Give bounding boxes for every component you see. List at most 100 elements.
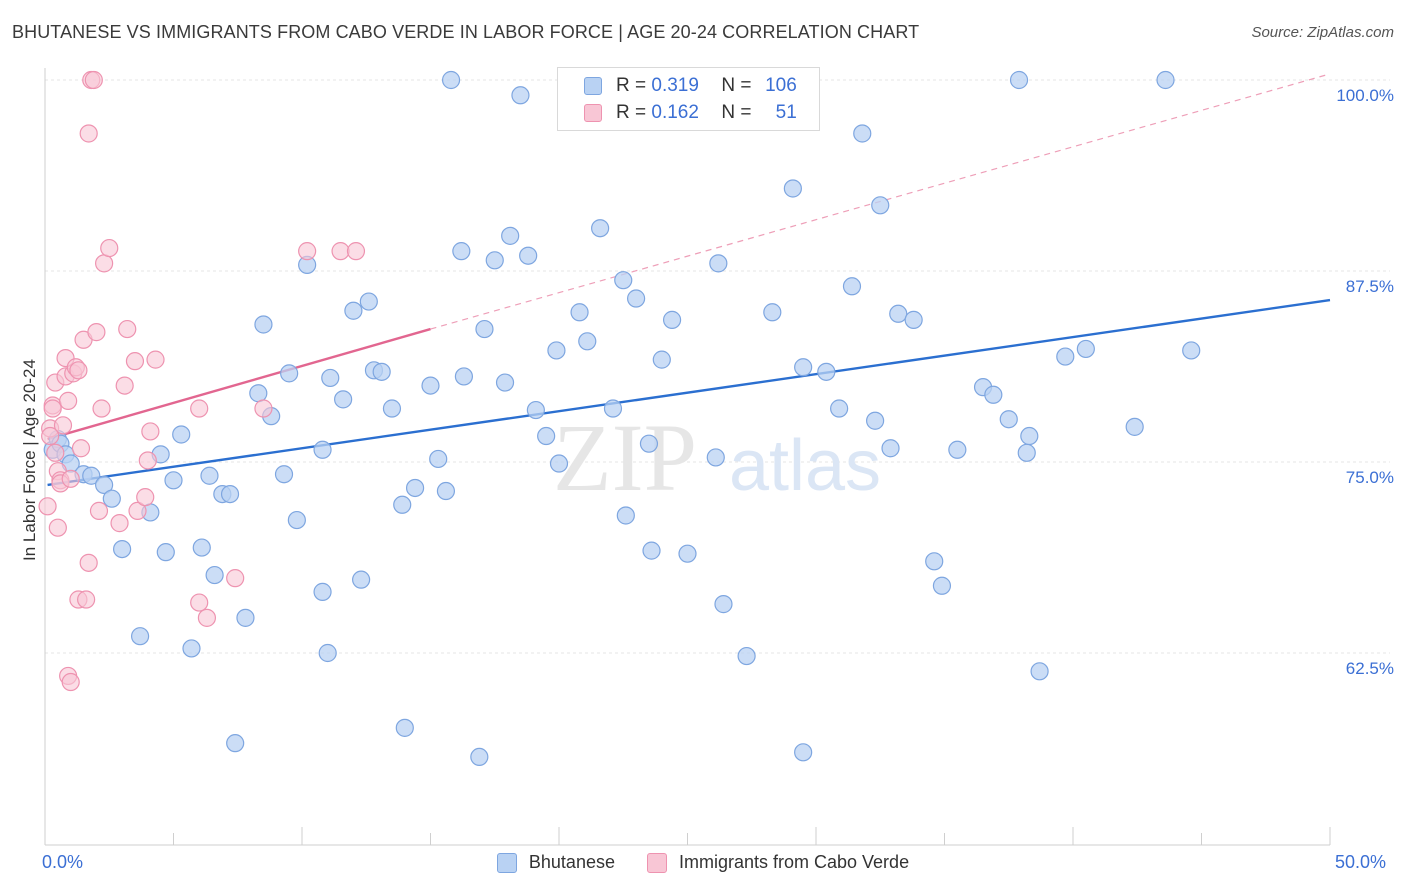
y-axis-label: In Labor Force | Age 20-24 bbox=[20, 359, 39, 561]
data-point-bhutanese bbox=[287, 510, 306, 530]
n-label: N = bbox=[721, 75, 752, 96]
data-point-cabo-verde bbox=[197, 608, 217, 627]
data-point-cabo-verde bbox=[128, 501, 147, 520]
data-point-bhutanese bbox=[763, 303, 782, 322]
data-point-cabo-verde bbox=[118, 319, 137, 339]
data-point-cabo-verde bbox=[61, 469, 80, 488]
legend-item-bhutanese: Bhutanese bbox=[496, 852, 615, 873]
data-point-bhutanese bbox=[236, 608, 255, 627]
data-point-bhutanese bbox=[102, 489, 121, 508]
data-point-bhutanese bbox=[783, 179, 802, 198]
data-point-bhutanese bbox=[95, 475, 114, 495]
data-point-bhutanese bbox=[372, 362, 391, 381]
data-point-cabo-verde bbox=[138, 451, 157, 470]
data-point-bhutanese bbox=[1017, 443, 1036, 462]
data-point-bhutanese bbox=[984, 385, 1003, 404]
data-point-bhutanese bbox=[172, 425, 191, 444]
data-point-cabo-verde bbox=[190, 593, 209, 612]
data-point-cabo-verde bbox=[79, 553, 98, 572]
data-point-bhutanese bbox=[82, 466, 101, 485]
data-point-bhutanese bbox=[313, 440, 332, 459]
data-point-cabo-verde bbox=[125, 352, 145, 371]
data-point-bhutanese bbox=[537, 426, 556, 446]
data-point-cabo-verde bbox=[59, 391, 78, 410]
watermark-atlas: atlas bbox=[729, 426, 881, 506]
data-point-cabo-verde bbox=[46, 443, 65, 462]
data-point-bhutanese bbox=[932, 576, 952, 595]
data-point-bhutanese bbox=[220, 484, 240, 504]
data-point-cabo-verde bbox=[95, 254, 114, 273]
data-point-cabo-verde bbox=[84, 70, 103, 90]
data-point-bhutanese bbox=[948, 440, 967, 459]
data-point-bhutanese bbox=[794, 358, 813, 377]
data-point-cabo-verde bbox=[43, 399, 62, 418]
data-point-bhutanese bbox=[1182, 341, 1201, 360]
data-point-bhutanese bbox=[395, 718, 414, 737]
data-point-bhutanese bbox=[904, 310, 923, 329]
data-point-bhutanese bbox=[570, 303, 589, 322]
data-point-bhutanese bbox=[441, 70, 461, 90]
trend-line-bhutanese bbox=[47, 298, 1331, 487]
data-point-cabo-verde bbox=[53, 416, 73, 435]
data-point-bhutanese bbox=[889, 304, 908, 323]
y-tick-label: 87.5% bbox=[1345, 277, 1394, 296]
data-point-bhutanese bbox=[454, 367, 474, 386]
chart-title: BHUTANESE VS IMMIGRANTS FROM CABO VERDE … bbox=[12, 22, 920, 42]
data-point-bhutanese bbox=[549, 454, 569, 473]
data-point-bhutanese bbox=[359, 292, 378, 311]
data-point-cabo-verde bbox=[87, 323, 106, 342]
legend-item-cabo-verde: Immigrants from Cabo Verde bbox=[646, 852, 909, 873]
data-point-bhutanese bbox=[495, 373, 515, 392]
data-point-bhutanese bbox=[737, 646, 756, 666]
legend-swatch-blue bbox=[496, 852, 517, 873]
source-label: Source: ZipAtlas.com bbox=[1251, 24, 1394, 41]
data-point-bhutanese bbox=[318, 643, 337, 663]
data-point-bhutanese bbox=[642, 541, 661, 560]
data-point-bhutanese bbox=[182, 639, 201, 658]
data-point-bhutanese bbox=[662, 310, 682, 329]
data-point-bhutanese bbox=[205, 565, 224, 585]
data-point-bhutanese bbox=[485, 251, 504, 270]
data-point-bhutanese bbox=[254, 315, 273, 334]
data-point-bhutanese bbox=[547, 341, 566, 360]
data-point-bhutanese bbox=[639, 434, 659, 453]
data-point-bhutanese bbox=[871, 196, 890, 215]
data-point-bhutanese bbox=[1156, 70, 1175, 90]
data-point-bhutanese bbox=[830, 399, 849, 418]
axes bbox=[44, 68, 1331, 846]
data-point-bhutanese bbox=[591, 219, 610, 238]
legend-swatch-blue bbox=[584, 77, 602, 95]
data-point-bhutanese bbox=[501, 226, 520, 245]
data-point-bhutanese bbox=[626, 289, 646, 308]
data-point-bhutanese bbox=[853, 124, 872, 143]
data-point-bhutanese bbox=[1125, 417, 1144, 436]
data-point-bhutanese bbox=[280, 364, 299, 383]
data-point-bhutanese bbox=[526, 400, 545, 420]
data-point-cabo-verde bbox=[92, 399, 111, 418]
data-point-bhutanese bbox=[405, 478, 425, 498]
data-point-bhutanese bbox=[164, 471, 183, 490]
data-point-cabo-verde bbox=[38, 497, 57, 516]
y-tick-label: 62.5% bbox=[1345, 659, 1394, 678]
data-point-bhutanese bbox=[511, 86, 530, 105]
data-point-bhutanese bbox=[1076, 339, 1095, 359]
data-point-bhutanese bbox=[842, 277, 862, 296]
data-point-bhutanese bbox=[313, 582, 332, 601]
data-point-bhutanese bbox=[678, 544, 697, 563]
data-point-bhutanese bbox=[709, 254, 728, 273]
data-point-cabo-verde bbox=[69, 361, 88, 380]
data-point-bhutanese bbox=[706, 448, 725, 467]
data-point-bhutanese bbox=[249, 384, 268, 403]
trend-line-cabo-verde bbox=[47, 327, 431, 441]
data-point-bhutanese bbox=[274, 465, 294, 484]
series-legend: Bhutanese Immigrants from Cabo Verde bbox=[0, 852, 1406, 873]
stats-row-bhutanese: R = 0.319 N = 106 bbox=[584, 73, 797, 99]
data-point-bhutanese bbox=[352, 570, 371, 589]
data-point-bhutanese bbox=[881, 439, 900, 458]
stats-row-cabo-verde: R = 0.162 N = 51 bbox=[584, 100, 797, 126]
data-point-bhutanese bbox=[714, 595, 733, 614]
data-point-cabo-verde bbox=[48, 518, 67, 537]
r-value: 0.162 bbox=[651, 102, 699, 123]
data-point-bhutanese bbox=[999, 410, 1018, 429]
